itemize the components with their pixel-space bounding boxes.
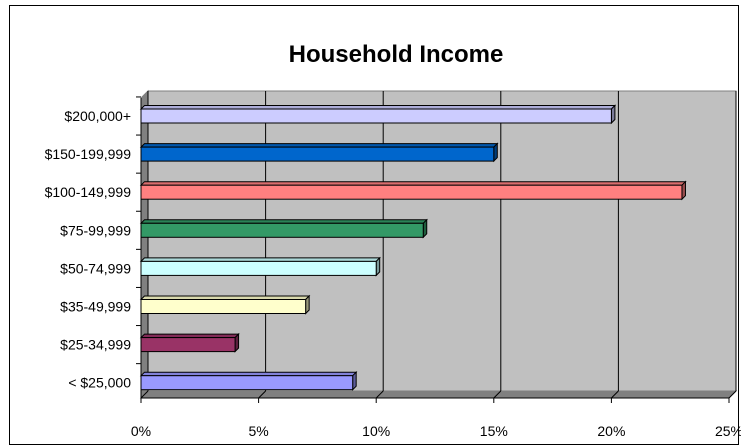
bar (140, 337, 236, 353)
x-tick-label: 15% (480, 423, 508, 439)
bar-top-face (139, 219, 428, 224)
floor-gridline (493, 390, 502, 399)
bar (140, 184, 683, 200)
y-tick-label: $200,000+ (64, 108, 131, 124)
floor-gridline (611, 390, 619, 399)
x-tick-label: 5% (248, 423, 268, 439)
x-tick-label: 20% (597, 423, 625, 439)
floor (139, 390, 738, 399)
floor-gridline (258, 390, 266, 399)
bar-top-face (139, 295, 311, 300)
bar (140, 146, 495, 162)
bar-top-face (139, 257, 381, 262)
bar-side-face (305, 294, 310, 315)
floor-gridline (140, 390, 149, 399)
bar (140, 299, 307, 314)
bar (140, 222, 424, 238)
x-tick-label: 10% (362, 423, 390, 439)
bar-top-face (139, 181, 687, 186)
bar-top-face (139, 105, 617, 110)
bar (140, 375, 354, 391)
floor-gridline (375, 390, 384, 399)
floor-gridline (728, 390, 737, 399)
y-tick-label: $100-149,999 (45, 184, 132, 200)
x-tick-label: 25% (715, 423, 741, 439)
bar-side-face (352, 370, 357, 391)
bar-side-face (610, 104, 616, 125)
bar-side-face (375, 256, 381, 277)
y-tick-label: $35-49,999 (60, 299, 131, 315)
bar-side-face (234, 332, 240, 353)
plot-area: 0% 5% 10% 15% 20% 25% $200,000+ $150-199,999 $10… (45, 89, 741, 439)
bar-side-face (681, 180, 686, 201)
bar (140, 108, 612, 124)
y-tick-label: $150-199,999 (45, 146, 132, 162)
y-tick-label: $75-99,999 (60, 222, 131, 238)
bar-side-face (422, 218, 428, 239)
y-tick-label: $50-74,999 (60, 260, 131, 276)
bar-side-face (493, 142, 498, 163)
y-tick-label: $25-34,999 (60, 337, 131, 353)
bar-top-face (139, 143, 499, 148)
x-tick-label: 0% (131, 423, 151, 439)
y-tick-label: < $25,000 (68, 375, 131, 391)
bar (140, 260, 377, 276)
bar-top-face (139, 371, 358, 377)
chart-title: Household Income (289, 41, 504, 68)
bar-top-face (139, 333, 240, 339)
